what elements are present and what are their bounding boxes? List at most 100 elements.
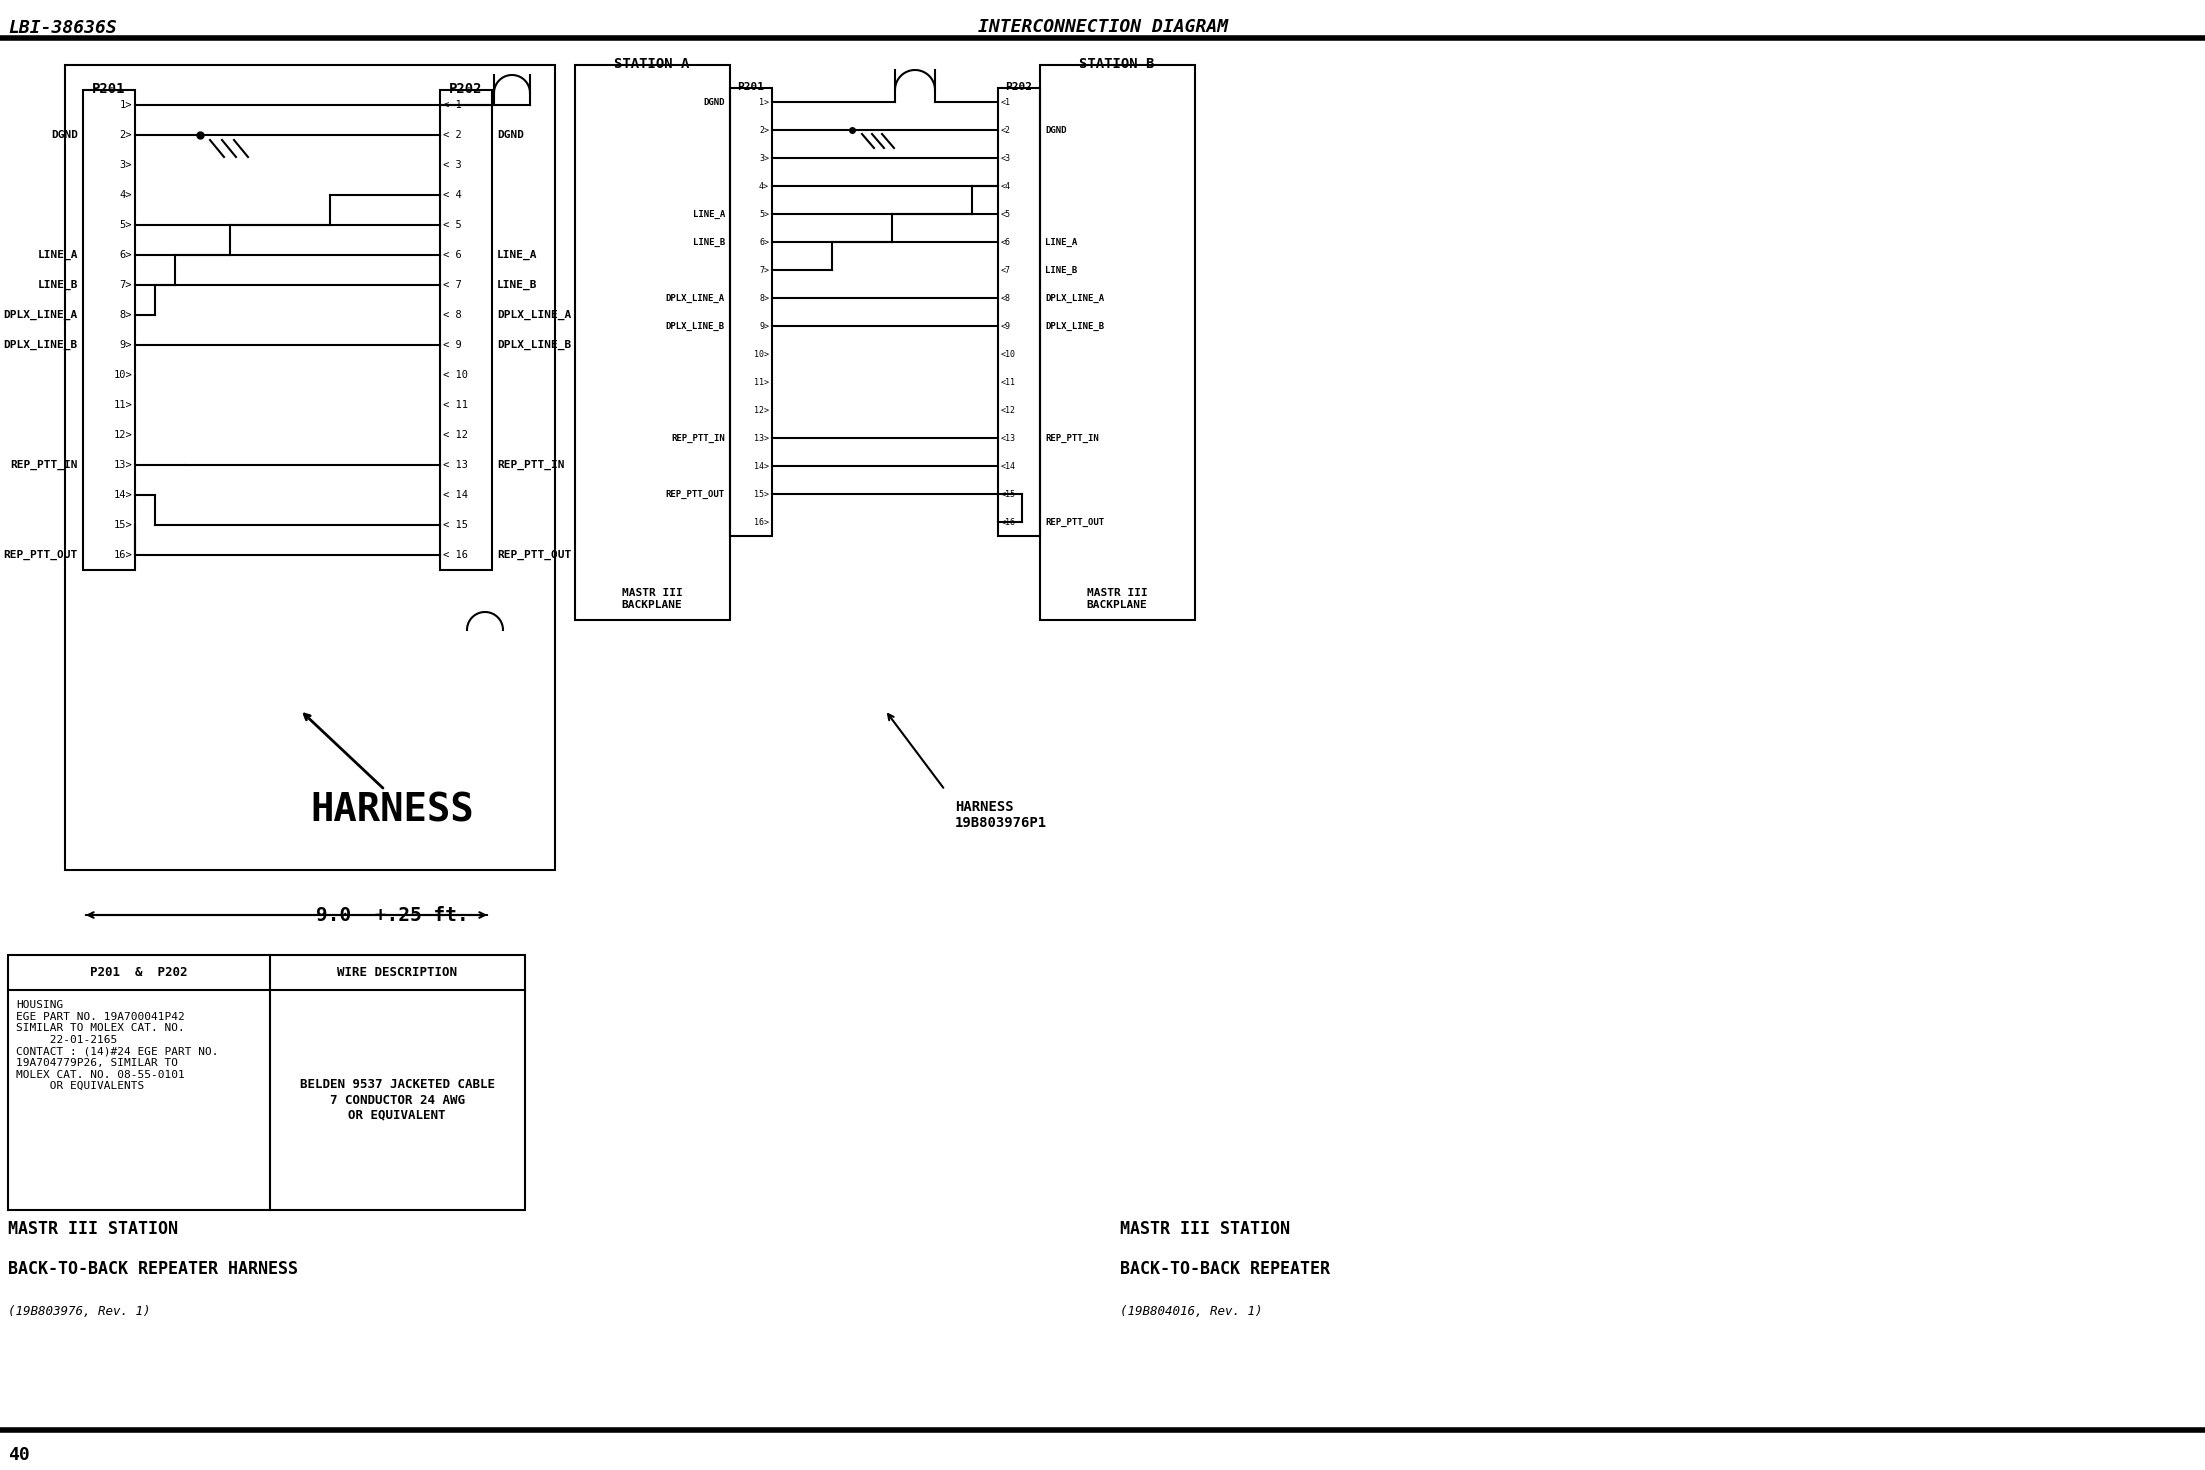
Text: MASTR III STATION: MASTR III STATION	[9, 1220, 179, 1238]
Text: 10>: 10>	[112, 370, 132, 381]
Text: WIRE DESCRIPTION: WIRE DESCRIPTION	[337, 966, 456, 979]
Text: P202: P202	[1005, 82, 1032, 93]
Text: 9>: 9>	[759, 322, 770, 331]
Text: 3>: 3>	[759, 153, 770, 163]
Text: REP_PTT_IN: REP_PTT_IN	[11, 460, 77, 470]
Text: REP_PTT_IN: REP_PTT_IN	[1045, 434, 1098, 442]
Text: 3>: 3>	[119, 160, 132, 171]
Text: 8>: 8>	[759, 294, 770, 303]
Text: P201: P201	[93, 82, 126, 96]
Text: DPLX_LINE_A: DPLX_LINE_A	[496, 310, 571, 320]
Text: <2: <2	[1001, 125, 1012, 134]
Text: 12>: 12>	[112, 431, 132, 440]
Bar	[64, 65, 556, 870]
Text: 4>: 4>	[119, 190, 132, 200]
Text: 4>: 4>	[759, 181, 770, 191]
Text: INTERCONNECTION DIAGRAM: INTERCONNECTION DIAGRAM	[979, 18, 1228, 35]
Text: DGND: DGND	[496, 129, 525, 140]
Text: <8: <8	[1001, 294, 1012, 303]
Text: DGND: DGND	[1045, 125, 1067, 134]
Text: MASTR III STATION: MASTR III STATION	[1120, 1220, 1290, 1238]
Text: <6: <6	[1001, 238, 1012, 247]
Text: 15>: 15>	[112, 520, 132, 531]
Text: P201  &  P202: P201 & P202	[90, 966, 187, 979]
Text: HARNESS
19B803976P1: HARNESS 19B803976P1	[955, 800, 1047, 831]
Text: < 14: < 14	[443, 490, 467, 500]
Text: DPLX_LINE_A: DPLX_LINE_A	[1045, 294, 1105, 303]
Text: HARNESS: HARNESS	[311, 791, 474, 829]
Text: <3: <3	[1001, 153, 1012, 163]
Text: 8>: 8>	[119, 310, 132, 320]
Text: 11>: 11>	[754, 378, 770, 387]
Text: 1>: 1>	[119, 100, 132, 110]
Text: 6>: 6>	[119, 250, 132, 260]
Text: <4: <4	[1001, 181, 1012, 191]
Text: LINE_A: LINE_A	[692, 209, 725, 219]
Text: <14: <14	[1001, 462, 1017, 470]
Text: DPLX_LINE_A: DPLX_LINE_A	[666, 294, 725, 303]
Bar	[84, 90, 135, 570]
Text: 10>: 10>	[754, 350, 770, 359]
Text: LINE_B: LINE_B	[37, 279, 77, 290]
Text: DPLX_LINE_B: DPLX_LINE_B	[666, 322, 725, 331]
Text: 7>: 7>	[119, 279, 132, 290]
Text: LBI-38636S: LBI-38636S	[9, 19, 117, 37]
Text: BELDEN 9537 JACKETED CABLE
7 CONDUCTOR 24 AWG
OR EQUIVALENT: BELDEN 9537 JACKETED CABLE 7 CONDUCTOR 2…	[300, 1079, 494, 1122]
Text: 14>: 14>	[754, 462, 770, 470]
Text: 7>: 7>	[759, 266, 770, 275]
Text: 5>: 5>	[759, 210, 770, 219]
Text: REP_PTT_IN: REP_PTT_IN	[496, 460, 564, 470]
Text: < 15: < 15	[443, 520, 467, 531]
Bar	[999, 88, 1041, 537]
Text: < 9: < 9	[443, 340, 461, 350]
Bar	[441, 90, 492, 570]
Text: < 3: < 3	[443, 160, 461, 171]
Text: <5: <5	[1001, 210, 1012, 219]
Bar	[9, 956, 525, 1210]
Text: < 5: < 5	[443, 220, 461, 229]
Text: < 1: < 1	[443, 100, 461, 110]
Text: 15>: 15>	[754, 490, 770, 498]
Text: REP_PTT_OUT: REP_PTT_OUT	[1045, 517, 1105, 526]
Text: <10: <10	[1001, 350, 1017, 359]
Text: MASTR III
BACKPLANE: MASTR III BACKPLANE	[622, 588, 681, 610]
Text: 14>: 14>	[112, 490, 132, 500]
Text: <1: <1	[1001, 97, 1012, 106]
Text: BACK-TO-BACK REPEATER: BACK-TO-BACK REPEATER	[1120, 1260, 1330, 1277]
Text: LINE_B: LINE_B	[1045, 266, 1078, 275]
Text: < 11: < 11	[443, 400, 467, 410]
Text: 2>: 2>	[119, 129, 132, 140]
Text: <12: <12	[1001, 406, 1017, 415]
Text: 5>: 5>	[119, 220, 132, 229]
Text: REP_PTT_IN: REP_PTT_IN	[670, 434, 725, 442]
Text: < 6: < 6	[443, 250, 461, 260]
Text: < 7: < 7	[443, 279, 461, 290]
Text: 1>: 1>	[759, 97, 770, 106]
Text: <9: <9	[1001, 322, 1012, 331]
Text: DPLX_LINE_B: DPLX_LINE_B	[4, 340, 77, 350]
Text: <15: <15	[1001, 490, 1017, 498]
Text: LINE_A: LINE_A	[496, 250, 538, 260]
Text: HOUSING
EGE PART NO. 19A700041P42
SIMILAR TO MOLEX CAT. NO.
     22-01-2165
CONT: HOUSING EGE PART NO. 19A700041P42 SIMILA…	[15, 1000, 218, 1091]
Text: REP_PTT_OUT: REP_PTT_OUT	[4, 550, 77, 560]
Text: 11>: 11>	[112, 400, 132, 410]
Text: 9.0  +.25 ft.: 9.0 +.25 ft.	[315, 906, 470, 925]
Text: < 8: < 8	[443, 310, 461, 320]
Bar	[576, 65, 730, 620]
Text: REP_PTT_OUT: REP_PTT_OUT	[496, 550, 571, 560]
Bar	[1041, 65, 1195, 620]
Text: (19B804016, Rev. 1): (19B804016, Rev. 1)	[1120, 1305, 1263, 1319]
Text: 40: 40	[9, 1446, 29, 1464]
Text: DPLX_LINE_B: DPLX_LINE_B	[1045, 322, 1105, 331]
Text: P202: P202	[450, 82, 483, 96]
Text: < 13: < 13	[443, 460, 467, 470]
Text: 9>: 9>	[119, 340, 132, 350]
Text: P201: P201	[736, 82, 765, 93]
Text: LINE_B: LINE_B	[692, 238, 725, 247]
Text: LINE_B: LINE_B	[496, 279, 538, 290]
Text: 12>: 12>	[754, 406, 770, 415]
Text: LINE_A: LINE_A	[37, 250, 77, 260]
Text: LINE_A: LINE_A	[1045, 238, 1078, 247]
Text: MASTR III
BACKPLANE: MASTR III BACKPLANE	[1087, 588, 1147, 610]
Text: STATION A: STATION A	[615, 57, 690, 71]
